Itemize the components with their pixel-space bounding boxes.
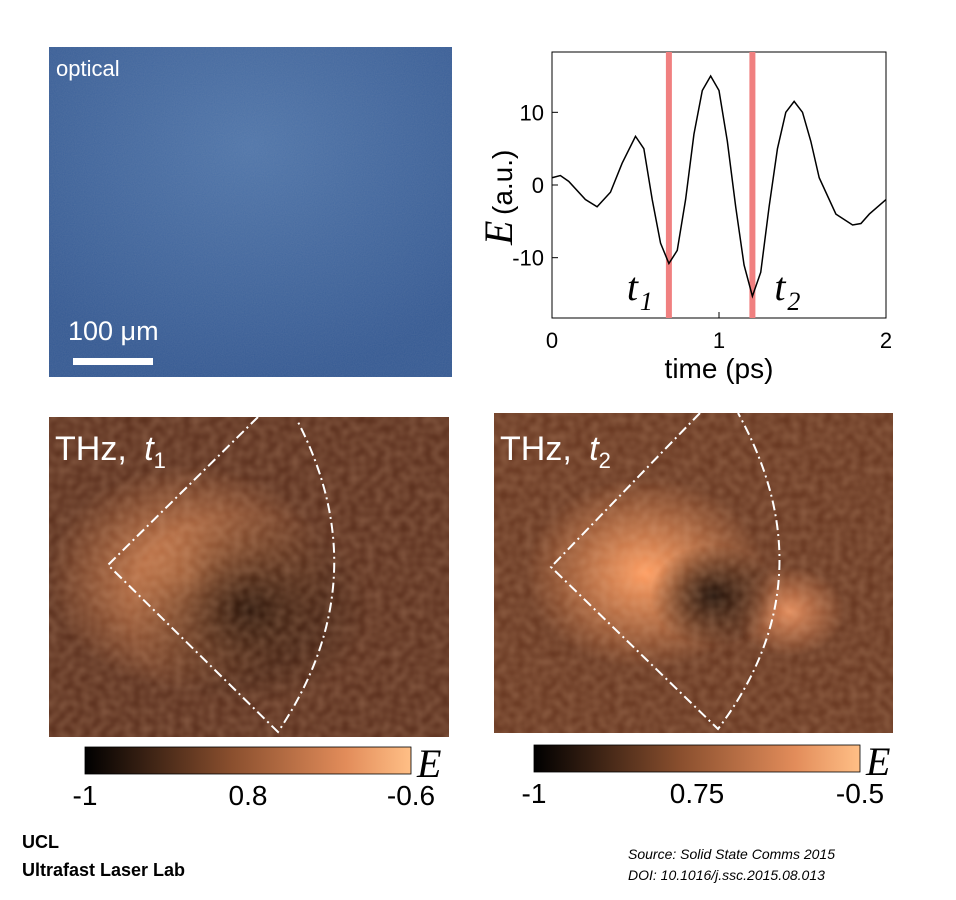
map-label: THz, t2: [500, 430, 611, 473]
y-tick-label: 10: [520, 100, 544, 125]
marker-label: t: [774, 264, 786, 309]
colorbar-symbol: E: [865, 739, 890, 784]
scale-bar-label: 100 μm: [68, 316, 159, 346]
y-symbol: E: [476, 221, 521, 246]
optical-texture: [49, 47, 452, 377]
colorbar-tick-label: -0.6: [387, 780, 435, 811]
x-tick-label: 0: [546, 328, 558, 353]
colorbar-tick-label: 0.8: [229, 780, 268, 811]
thz-map-2: [494, 412, 893, 733]
colorbar: [533, 744, 861, 773]
x-tick-label: 2: [880, 328, 892, 353]
marker-sub: 2: [787, 287, 800, 316]
y-axis-label: E (a.u.): [476, 150, 521, 246]
marker-label: t: [627, 264, 639, 309]
map-label-text: THz,: [500, 430, 581, 468]
y-unit: (a.u.): [487, 150, 518, 215]
colorbar-tick-label: 0.75: [670, 778, 725, 809]
scale-bar: [73, 358, 153, 365]
lab: Ultrafast Laser Lab: [22, 860, 185, 880]
map-label-symbol: t: [144, 430, 155, 468]
x-axis-label: time (ps): [665, 353, 774, 384]
doi: DOI: 10.1016/j.ssc.2015.08.013: [628, 867, 825, 883]
colorbar-tick-label: -1: [73, 780, 98, 811]
optical-label: optical: [56, 56, 120, 81]
colorbar: [84, 746, 412, 775]
y-tick-label: -10: [512, 246, 544, 271]
org: UCL: [22, 832, 59, 852]
map-label-sub: 1: [154, 448, 166, 473]
colorbar-symbol: E: [416, 741, 441, 786]
colorbar-tick-label: -1: [522, 778, 547, 809]
map-label-symbol: t: [589, 430, 600, 468]
map-label-sub: 2: [599, 448, 611, 473]
x-tick-label: 1: [713, 328, 725, 353]
y-tick-label: 0: [532, 173, 544, 198]
map-label: THz, t1: [55, 430, 166, 473]
marker-sub: 1: [640, 287, 653, 316]
source: Source: Solid State Comms 2015: [628, 846, 835, 862]
colorbar-tick-label: -0.5: [836, 778, 884, 809]
signal-line: [551, 74, 887, 299]
map-label-text: THz,: [55, 430, 136, 468]
thz-map-1: [49, 416, 449, 737]
